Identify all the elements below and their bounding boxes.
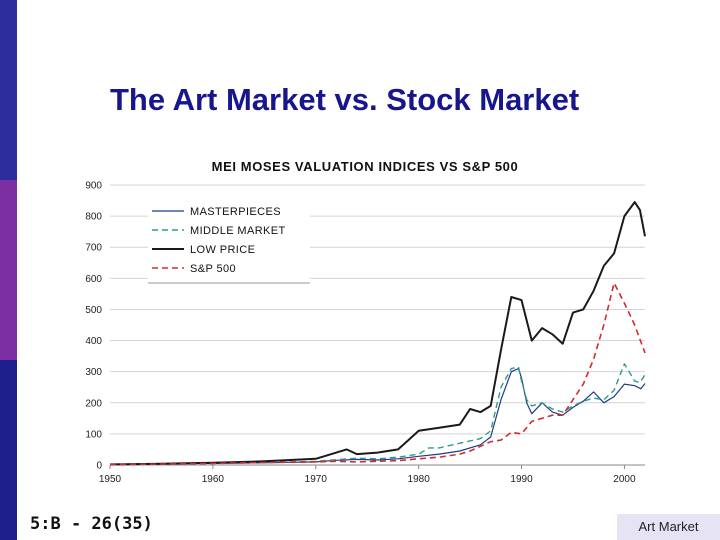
y-tick-label: 100: [85, 429, 102, 440]
series-line-low-price: [109, 201, 646, 466]
x-tick-label: 1960: [202, 474, 225, 485]
chart-legend: MASTERPIECES MIDDLE MARKET LOW PRICE S&P 50…: [148, 201, 310, 284]
sidebar-accent-top: [0, 0, 17, 180]
legend-label: LOW PRICE: [190, 244, 255, 256]
slide-title: The Art Market vs. Stock Market: [110, 82, 580, 117]
chart-title: MEI MOSES VALUATION INDICES VS S&P 500: [212, 159, 519, 174]
y-tick-label: 400: [85, 336, 102, 347]
x-tick-label: 1970: [305, 474, 328, 485]
x-tick-label: 1980: [408, 474, 431, 485]
y-tick-label: 800: [85, 212, 102, 223]
sidebar-accent-middle: [0, 180, 17, 360]
slide-number: 5:B - 26(35): [30, 514, 153, 534]
series-line-masterpieces: [109, 368, 646, 465]
y-tick-label: 700: [85, 243, 102, 254]
axes: 0 100 200 300 400 500 600 700 800 900 1950 1960 1970…: [85, 181, 645, 485]
x-tick-label: 1990: [510, 474, 533, 485]
y-tick-label: 900: [85, 181, 102, 192]
y-tick-label: 300: [85, 367, 102, 378]
legend-label: MIDDLE MARKET: [190, 225, 286, 237]
series-lines: [109, 201, 646, 466]
series-line-middle-market: [109, 363, 646, 466]
x-tick-label: 1950: [99, 474, 122, 485]
series-line-s-p-500: [109, 282, 646, 466]
y-tick-label: 0: [96, 461, 102, 472]
x-tick-label: 2000: [613, 474, 636, 485]
y-tick-label: 500: [85, 305, 102, 316]
footer-section-label: Art Market: [617, 514, 720, 540]
y-tick-label: 600: [85, 274, 102, 285]
sidebar-accent-bottom: [0, 360, 17, 540]
legend-label: S&P 500: [190, 263, 236, 275]
line-chart: MEI MOSES VALUATION INDICES VS S&P 500 0…: [85, 159, 646, 485]
legend-label: MASTERPIECES: [190, 206, 281, 218]
y-tick-label: 200: [85, 398, 102, 409]
